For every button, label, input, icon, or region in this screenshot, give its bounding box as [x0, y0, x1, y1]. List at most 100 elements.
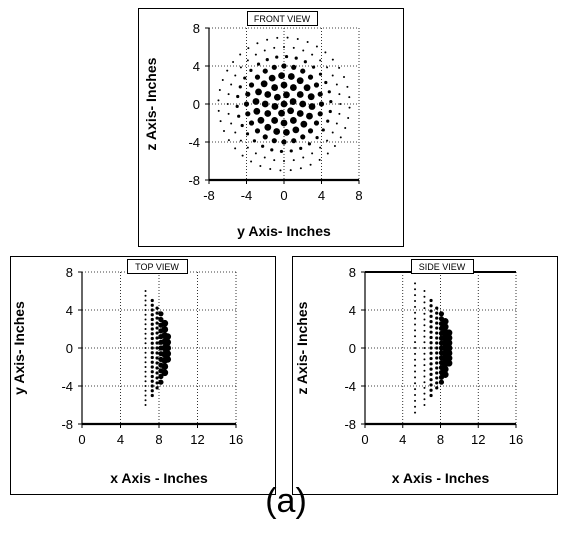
data-point	[414, 411, 417, 414]
data-point	[257, 116, 265, 124]
data-point	[287, 73, 295, 80]
data-point	[265, 58, 269, 62]
x-tick-label: 12	[471, 432, 485, 447]
data-point	[262, 68, 268, 74]
data-point	[239, 53, 242, 56]
data-point	[435, 371, 439, 375]
data-point	[280, 81, 288, 89]
data-point	[155, 311, 159, 315]
data-point	[311, 65, 316, 69]
data-point	[238, 85, 242, 89]
data-point	[414, 347, 417, 349]
data-point	[226, 69, 229, 72]
data-point	[280, 100, 288, 108]
data-point	[414, 305, 417, 308]
data-point	[161, 326, 169, 333]
data-point	[150, 389, 154, 393]
y-axis-label: z Axis- Inches	[143, 57, 159, 150]
data-point	[435, 341, 439, 345]
y-tick-label: -4	[188, 135, 200, 150]
data-point	[346, 85, 349, 88]
data-point	[445, 334, 453, 342]
data-point	[313, 120, 320, 126]
data-point	[217, 109, 220, 112]
data-point	[423, 398, 426, 401]
data-point	[435, 346, 439, 350]
data-point	[144, 299, 147, 302]
data-point	[246, 146, 249, 149]
data-point	[150, 355, 154, 360]
data-point	[338, 93, 341, 96]
y-tick-label: 0	[193, 97, 200, 112]
data-point	[435, 386, 439, 390]
y-tick-label: 4	[193, 59, 200, 74]
data-point	[221, 79, 224, 82]
data-point	[414, 364, 417, 367]
data-point	[263, 49, 266, 52]
data-point	[287, 107, 295, 115]
data-point	[299, 167, 302, 170]
data-point	[313, 82, 320, 88]
data-point	[303, 60, 307, 64]
data-point	[144, 337, 147, 340]
data-point	[271, 117, 279, 124]
data-point	[155, 366, 159, 370]
data-point	[414, 294, 417, 297]
data-point	[248, 120, 255, 126]
data-point	[261, 100, 269, 108]
data-point	[315, 45, 318, 48]
data-point	[271, 103, 279, 110]
data-point	[155, 376, 159, 380]
data-point	[249, 68, 253, 72]
data-point	[150, 351, 154, 355]
data-point	[161, 369, 169, 377]
data-point	[289, 98, 297, 105]
data-point	[441, 318, 449, 325]
data-point	[254, 53, 257, 56]
data-point	[144, 290, 147, 292]
chart-title-box	[247, 11, 318, 26]
data-point	[275, 55, 279, 59]
data-point	[423, 386, 426, 389]
data-point	[423, 329, 426, 332]
data-point	[273, 159, 276, 162]
chart-title: SIDE VIEW	[419, 262, 466, 272]
data-point	[338, 66, 341, 69]
data-point	[429, 320, 433, 324]
data-point	[306, 112, 313, 120]
data-point	[435, 331, 439, 335]
data-point	[423, 381, 426, 384]
data-point	[164, 344, 172, 352]
data-point	[429, 298, 433, 303]
data-point	[429, 341, 433, 345]
data-point	[429, 393, 433, 398]
data-point	[441, 365, 449, 373]
data-point	[155, 346, 159, 350]
data-point	[318, 72, 323, 76]
x-tick-label: 16	[509, 432, 523, 447]
data-point	[423, 301, 426, 304]
data-point	[300, 120, 308, 128]
data-point	[144, 351, 147, 354]
y-tick-label: -4	[344, 379, 356, 394]
data-point	[264, 110, 272, 117]
data-point	[445, 329, 453, 337]
data-point	[445, 339, 453, 347]
data-point	[241, 154, 244, 157]
y-tick-label: 8	[349, 265, 356, 280]
data-point	[307, 74, 314, 80]
x-tick-label: 4	[318, 188, 325, 203]
data-point	[317, 91, 323, 97]
data-point	[414, 358, 417, 361]
data-point	[438, 311, 445, 317]
x-tick-label: 12	[190, 432, 204, 447]
data-point	[414, 329, 417, 332]
panel-frame	[10, 256, 276, 495]
data-point	[414, 382, 417, 385]
data-point	[150, 298, 154, 303]
data-point	[155, 321, 159, 325]
data-point	[429, 383, 433, 387]
data-point	[254, 152, 257, 155]
data-point	[296, 110, 304, 117]
data-point	[331, 131, 334, 134]
